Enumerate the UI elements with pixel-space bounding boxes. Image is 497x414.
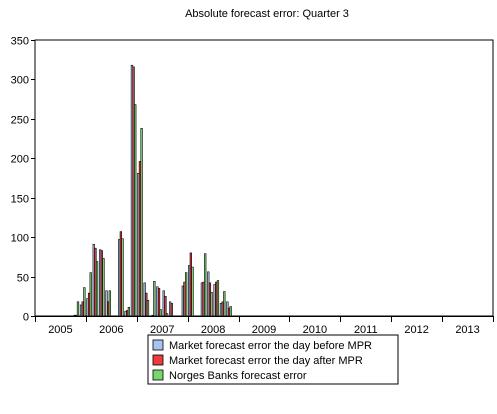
bar [102,258,105,317]
y-tick-label: 100 [11,233,29,245]
bar [140,128,143,317]
x-tick-label: 2013 [455,324,479,336]
bar [153,280,156,317]
y-tick-label: 350 [11,36,29,48]
bar [223,291,226,317]
y-tick-label: 200 [11,154,29,166]
chart-title: Absolute forecast error: Quarter 3 [185,8,349,20]
bar [204,253,207,317]
x-tick-label: 2012 [404,324,428,336]
y-axis: 0 50 100 150 200 250 300 350 [11,36,35,324]
legend-swatch [152,354,164,366]
bar [229,306,232,317]
bar [185,272,188,317]
series-2-bars [75,66,231,317]
bar [159,309,162,317]
bar [164,295,167,317]
legend-entry: Market forecast error the day before MPR [169,340,372,352]
x-tick-label: 2006 [99,324,123,336]
bar [216,280,220,317]
bar [134,104,137,317]
legend-entry: Market forecast error the day after MPR [169,355,363,367]
legend-swatch [152,339,164,351]
x-tick-label: 2009 [252,324,276,336]
bar [83,287,86,317]
bar [165,313,169,317]
y-tick-label: 50 [17,273,29,285]
x-tick-label: 2008 [201,324,225,336]
x-tick-label: 2011 [354,324,378,336]
x-tick-label: 2005 [48,324,72,336]
x-tick-label: 2007 [150,324,174,336]
legend-entry: Norges Banks forecast error [169,370,307,382]
legend: Market forecast error the day before MPR… [147,334,399,385]
bar [146,299,150,317]
bar [210,292,213,317]
y-tick-label: 0 [23,312,29,324]
y-tick-label: 250 [11,115,29,127]
x-axis: 2005 2006 2007 2008 2009 2010 2011 2012 2013 [35,316,494,336]
bar [76,301,80,317]
y-tick-label: 300 [11,75,29,87]
bar [191,266,194,317]
bar [170,303,173,317]
plot-area [34,39,494,317]
x-tick-label: 2010 [303,324,327,336]
legend-swatch [152,369,164,381]
bar [108,290,111,317]
legend-box [147,334,399,385]
y-tick-label: 150 [11,194,29,206]
bar [127,307,131,317]
bar [121,238,124,317]
bar [95,261,99,317]
bar [89,272,92,317]
